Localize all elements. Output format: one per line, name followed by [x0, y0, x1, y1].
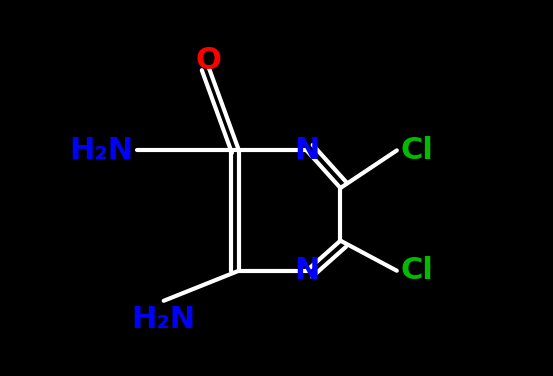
Text: Cl: Cl: [400, 256, 434, 285]
Text: N: N: [294, 136, 319, 165]
Text: H₂N: H₂N: [70, 136, 134, 165]
Text: Cl: Cl: [400, 136, 434, 165]
Text: H₂N: H₂N: [132, 305, 196, 334]
Text: N: N: [294, 256, 319, 285]
Text: O: O: [196, 45, 222, 75]
